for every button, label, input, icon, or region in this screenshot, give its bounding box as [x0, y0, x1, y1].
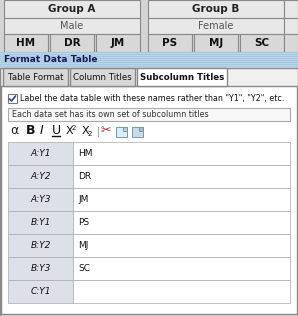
Bar	[240, 34, 284, 52]
Bar	[132, 127, 143, 137]
Text: X: X	[82, 126, 90, 136]
Text: X: X	[66, 126, 74, 136]
Text: Column Titles: Column Titles	[73, 72, 132, 82]
Bar	[0, 54, 298, 55]
Bar	[284, 18, 298, 34]
Bar	[0, 62, 298, 63]
Bar	[8, 108, 290, 121]
Text: HM: HM	[78, 149, 92, 158]
Bar	[8, 94, 17, 103]
Text: B:Y1: B:Y1	[30, 218, 51, 227]
Bar	[284, 34, 298, 52]
Bar	[73, 280, 290, 303]
Bar	[8, 257, 73, 280]
Text: SC: SC	[254, 38, 270, 48]
Bar	[73, 142, 290, 165]
Bar	[8, 188, 73, 211]
Text: PS: PS	[78, 218, 89, 227]
Bar	[0, 68, 298, 316]
Text: A:Y1: A:Y1	[30, 149, 51, 158]
Text: Group A: Group A	[48, 4, 96, 14]
Bar	[70, 68, 135, 86]
Bar	[4, 18, 140, 34]
Bar	[137, 68, 227, 86]
Text: MJ: MJ	[209, 38, 223, 48]
Bar	[284, 0, 298, 18]
Bar	[73, 234, 290, 257]
Bar	[73, 257, 290, 280]
Bar	[50, 34, 94, 52]
Text: Format Data Table: Format Data Table	[4, 56, 97, 64]
Text: HM: HM	[16, 38, 35, 48]
Text: C:Y1: C:Y1	[30, 287, 51, 296]
Bar	[0, 66, 298, 67]
Text: SC: SC	[78, 264, 90, 273]
Text: Table Format: Table Format	[8, 72, 63, 82]
Text: α: α	[10, 125, 18, 137]
Bar	[8, 234, 73, 257]
Bar	[148, 0, 284, 18]
Text: Subcolumn Titles: Subcolumn Titles	[140, 72, 224, 82]
Text: Each data set has its own set of subcolumn titles: Each data set has its own set of subcolu…	[12, 110, 209, 119]
Text: JM: JM	[111, 38, 125, 48]
Text: JM: JM	[78, 195, 89, 204]
Bar	[73, 211, 290, 234]
Bar	[3, 68, 68, 86]
Bar	[8, 280, 73, 303]
Text: U: U	[52, 125, 61, 137]
Text: Group B: Group B	[192, 4, 240, 14]
Text: DR: DR	[64, 38, 80, 48]
Text: I: I	[40, 125, 44, 137]
Text: DR: DR	[78, 172, 91, 181]
Text: PS: PS	[162, 38, 178, 48]
Text: 2: 2	[72, 125, 76, 131]
Text: 2: 2	[88, 131, 92, 137]
Bar	[0, 58, 298, 59]
Bar	[96, 34, 140, 52]
Text: A:Y2: A:Y2	[30, 172, 51, 181]
Bar	[8, 142, 73, 165]
Bar	[116, 127, 127, 137]
Text: B:Y3: B:Y3	[30, 264, 51, 273]
Bar	[148, 18, 284, 34]
Bar	[73, 165, 290, 188]
Text: Male: Male	[60, 21, 84, 31]
Bar	[73, 188, 290, 211]
Bar	[0, 52, 298, 68]
Bar	[8, 165, 73, 188]
Text: ✂: ✂	[100, 125, 111, 137]
Bar	[0, 64, 298, 65]
Bar	[4, 34, 48, 52]
Bar	[1, 86, 297, 314]
Bar	[4, 0, 140, 18]
Text: A:Y3: A:Y3	[30, 195, 51, 204]
Bar	[0, 60, 298, 61]
Text: B:Y2: B:Y2	[30, 241, 51, 250]
Bar	[123, 127, 127, 131]
Text: MJ: MJ	[78, 241, 89, 250]
Bar	[194, 34, 238, 52]
Bar	[148, 34, 192, 52]
Bar	[0, 0, 298, 52]
Text: Label the data table with these names rather than "Y1", "Y2", etc.: Label the data table with these names ra…	[20, 94, 284, 103]
Text: Female: Female	[198, 21, 234, 31]
Bar	[0, 52, 298, 53]
Text: B: B	[26, 125, 35, 137]
Bar	[8, 211, 73, 234]
Bar	[0, 56, 298, 57]
Bar	[139, 127, 143, 131]
